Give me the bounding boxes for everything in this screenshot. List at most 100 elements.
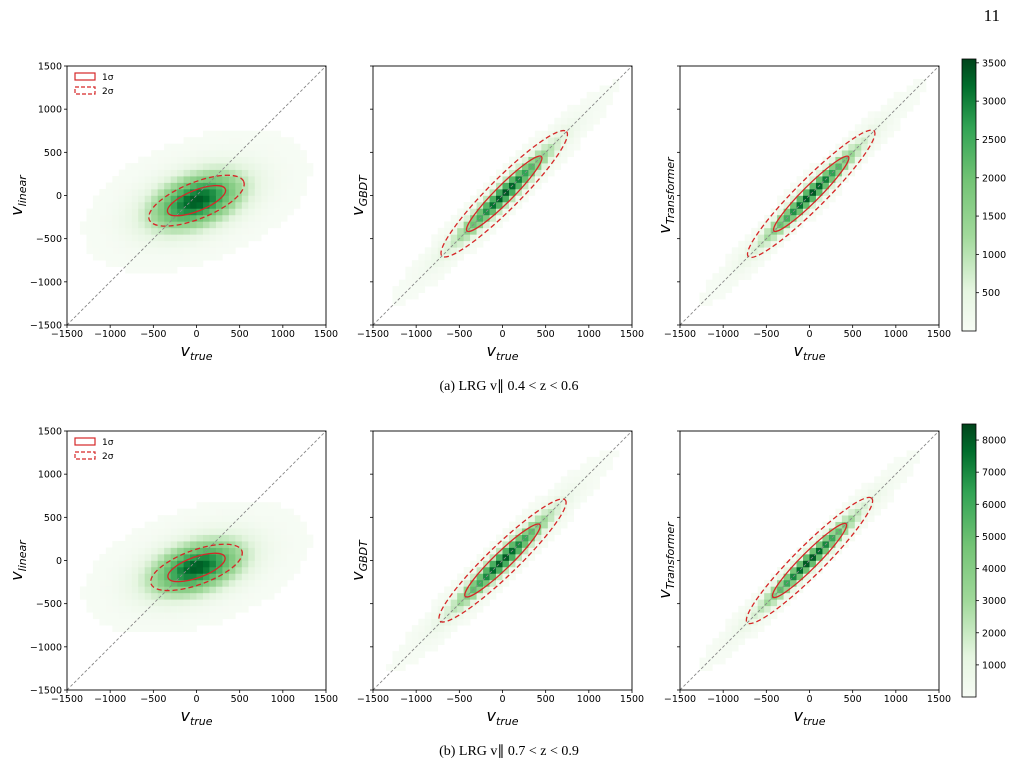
density-cell <box>515 156 523 164</box>
density-cell <box>196 547 204 555</box>
density-cell <box>757 618 765 626</box>
density-cell <box>900 456 907 464</box>
density-cell <box>92 573 100 581</box>
density-cell <box>744 599 752 607</box>
density-cell <box>560 482 568 490</box>
density-cell <box>300 169 307 177</box>
density-cell <box>887 117 894 125</box>
density-cell <box>222 201 230 209</box>
density-cell <box>496 214 503 222</box>
density-cell <box>267 201 275 209</box>
density-cell <box>913 78 920 86</box>
density-cell <box>803 189 810 196</box>
density-cell <box>241 176 249 183</box>
colorbar-gradient <box>961 58 977 332</box>
density-cell <box>508 163 516 170</box>
density-cell <box>170 189 178 196</box>
density-cell <box>822 554 830 561</box>
density-cell <box>521 528 529 535</box>
density-cell <box>496 566 503 574</box>
density-cell <box>287 566 294 574</box>
density-cell <box>398 286 406 293</box>
density-cell <box>190 247 197 255</box>
density-cell <box>144 618 152 626</box>
density-cell <box>248 521 256 529</box>
density-cell <box>718 279 726 287</box>
density-cell <box>738 247 746 255</box>
density-cell <box>796 566 804 574</box>
density-cell <box>105 214 113 222</box>
density-cell <box>235 605 243 613</box>
density-cell <box>118 573 126 581</box>
density-cell <box>418 625 426 633</box>
density-cell <box>483 547 490 555</box>
density-cell <box>496 586 503 594</box>
density-cell <box>450 227 458 235</box>
density-cell <box>261 541 269 548</box>
density-cell <box>183 169 191 177</box>
density-cell <box>815 163 823 170</box>
density-cell <box>118 592 126 600</box>
density-cell <box>118 201 126 209</box>
density-cell <box>131 592 139 600</box>
density-cell <box>280 547 288 555</box>
density-cell <box>125 163 133 170</box>
density-cell <box>183 592 191 600</box>
density-cell <box>573 143 581 151</box>
density-cell <box>235 573 243 581</box>
density-cell <box>125 618 133 626</box>
density-cell <box>170 195 178 203</box>
density-cell <box>815 566 823 574</box>
density-cell <box>411 260 419 268</box>
density-cell <box>170 240 178 248</box>
density-cell <box>105 605 113 613</box>
density-cell <box>725 273 733 280</box>
density-cell <box>470 592 477 600</box>
x-tick-label: 1000 <box>577 694 601 705</box>
density-cell <box>744 247 752 255</box>
density-cell <box>248 541 256 548</box>
x-axis-label: vtrue <box>486 706 518 728</box>
density-cell <box>287 156 294 164</box>
density-cell <box>131 612 139 620</box>
density-cell <box>215 143 223 151</box>
density-cell <box>190 189 197 196</box>
density-cell <box>105 566 113 574</box>
density-cell <box>209 169 217 177</box>
density-cell <box>241 566 249 574</box>
density-cell <box>157 605 165 613</box>
density-cell <box>405 657 413 665</box>
density-cell <box>125 566 133 574</box>
density-cell <box>164 240 171 248</box>
density-cell <box>431 253 439 261</box>
density-cell <box>476 592 484 600</box>
density-cell <box>125 579 133 587</box>
density-cell <box>131 541 139 548</box>
density-cell <box>770 234 778 242</box>
density-cell <box>450 214 458 222</box>
density-cell <box>431 644 439 652</box>
density-cell <box>151 214 158 222</box>
density-cell <box>267 208 275 216</box>
density-cell <box>822 201 830 209</box>
density-cell <box>118 253 126 261</box>
density-cell <box>822 547 830 555</box>
density-cell <box>241 227 249 235</box>
density-cell <box>190 234 197 242</box>
density-cell <box>528 547 536 555</box>
density-cell <box>190 208 197 216</box>
density-cell <box>112 566 120 574</box>
density-cell <box>92 586 100 594</box>
density-cell <box>125 586 133 594</box>
ellipse-2sigma <box>745 496 874 625</box>
density-cell <box>235 521 243 529</box>
density-cell <box>164 554 171 561</box>
density-cell <box>228 599 236 607</box>
density-cell <box>157 195 165 203</box>
density-cell <box>170 573 178 581</box>
density-cell <box>777 240 784 248</box>
density-cell <box>183 240 191 248</box>
density-cell <box>144 266 152 274</box>
density-cell <box>757 253 765 261</box>
density-cell <box>267 182 275 190</box>
